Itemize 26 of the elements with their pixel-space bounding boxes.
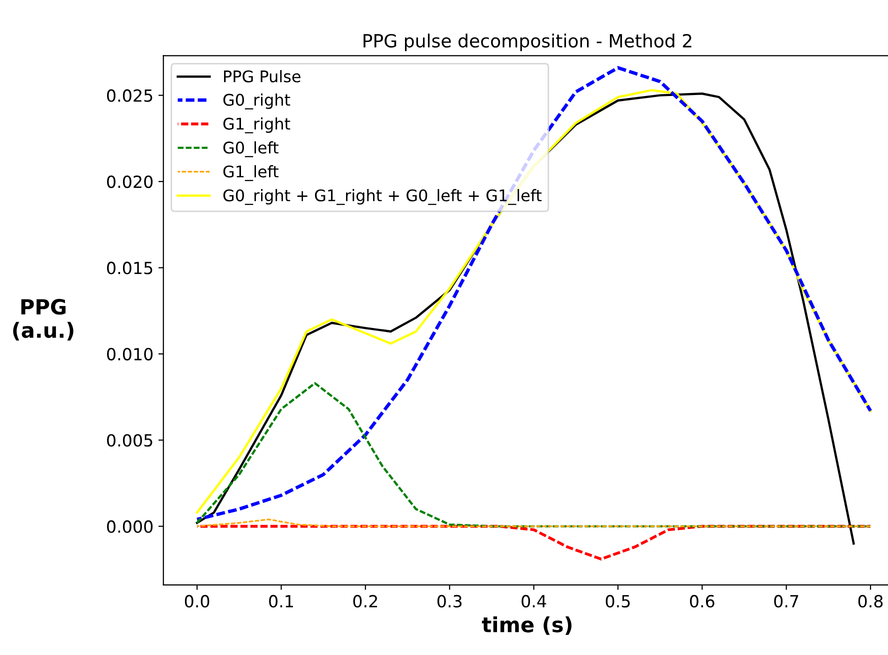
line-series: [196, 518, 872, 528]
x-tick-label: 0.0: [184, 594, 210, 608]
x-tick-label: 0.5: [606, 594, 630, 608]
chart-title: PPG pulse decomposition - Method 2: [364, 34, 692, 52]
x-tick-label: 0.7: [774, 594, 798, 608]
y-tick-label: 0.025: [107, 89, 152, 102]
x-axis-title: time (s): [482, 616, 572, 635]
legend-label: G0_left: [223, 141, 278, 158]
legend-label: PPG Pulse: [224, 70, 300, 82]
x-tick-label: 0.3: [437, 594, 462, 608]
y-tick-label: 0.005: [107, 434, 152, 447]
legend-label: G0_right: [223, 93, 290, 110]
y-tick-label: 0.015: [107, 262, 152, 274]
legend-label: G1_right: [223, 117, 290, 134]
x-tick-label: 0.1: [269, 594, 293, 608]
y-tick-label: 0.000: [107, 520, 153, 533]
line-series: [196, 382, 872, 528]
y-tick-label: 0.010: [107, 348, 153, 360]
legend-label: G0_right + G1_right + G0_left + G1_left: [223, 189, 542, 205]
x-tick-label: 0.8: [858, 594, 883, 608]
legend-label: G1_left: [223, 165, 278, 182]
x-tick-label: 0.4: [522, 594, 546, 608]
x-tick-label: 0.2: [353, 594, 378, 608]
x-tick-label: 0.6: [690, 594, 714, 608]
y-axis-title: PPG (a.u.): [13, 298, 74, 340]
y-tick-label: 0.020: [107, 175, 153, 188]
